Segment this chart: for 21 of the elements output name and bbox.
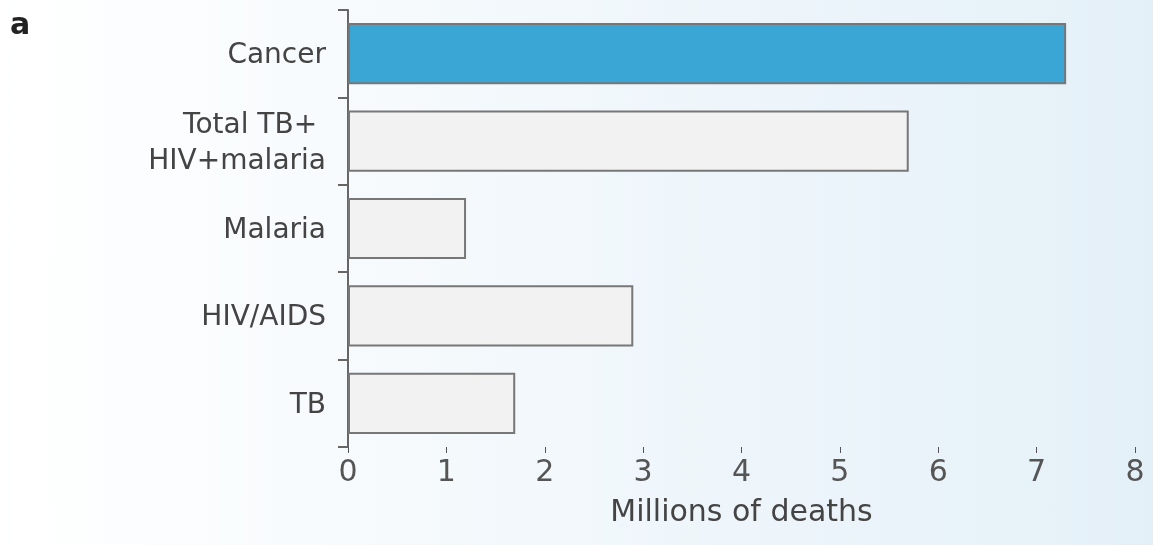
x-tick-label: 3	[633, 452, 653, 488]
x-axis-title: Millions of deaths	[610, 492, 873, 528]
bar	[348, 110, 909, 172]
x-tick-label: 5	[830, 452, 850, 488]
x-tick-label: 4	[731, 452, 752, 488]
text: a	[10, 5, 31, 41]
y-tick-label: Malaria	[223, 212, 326, 245]
x-tick-label: 0	[338, 452, 358, 488]
y-tick-label: Total TB+ HIV+malaria	[148, 106, 326, 176]
bar	[348, 23, 1067, 85]
x-tick-label: 1	[436, 452, 456, 488]
y-tick-label: TB	[288, 386, 326, 420]
bar	[348, 285, 634, 347]
bar	[348, 372, 516, 434]
y-tick-label: HIV/AIDS	[201, 299, 326, 333]
y-tick-label: Cancer	[227, 37, 327, 71]
x-tick-label: 7	[1027, 452, 1047, 488]
x-tick-label: 8	[1125, 452, 1145, 488]
bar	[348, 197, 467, 260]
x-tick-label: 2	[535, 452, 555, 488]
x-tick-label: 6	[928, 452, 948, 488]
